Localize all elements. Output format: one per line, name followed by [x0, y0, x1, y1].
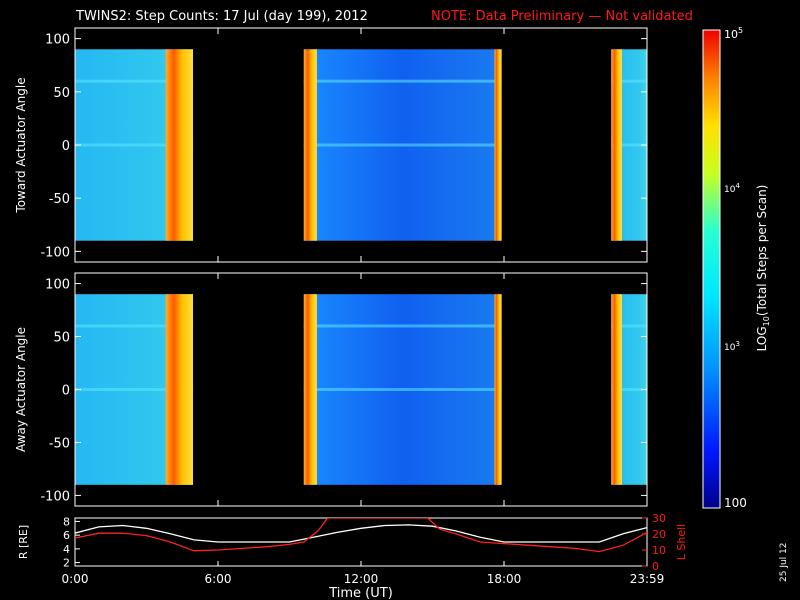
heatmap-stripe — [303, 143, 502, 147]
lshell-tick-label: 30 — [652, 512, 666, 525]
colorbar-tick-1e4: 104 — [724, 182, 740, 195]
lshell-tick-label: 0 — [652, 560, 659, 573]
heatmap-stripe — [611, 388, 647, 391]
y-tick-label: -100 — [40, 489, 70, 504]
colorbar-tick-100: 100 — [724, 496, 747, 510]
y-axis-label: Toward Actuator Angle — [14, 77, 28, 213]
r-tick-label: 2 — [63, 557, 70, 570]
heatmap-stripe — [611, 324, 647, 328]
colorbar-tick-1e5: 105 — [724, 26, 743, 41]
heatmap-bright-band — [165, 294, 193, 485]
date-stamp: 25 Jul 12 — [779, 543, 789, 583]
heatmap-bright-band — [494, 49, 502, 241]
colorbar-label: LOG10(Total Steps per Scan) — [755, 185, 771, 352]
heatmap-bright-band — [303, 49, 317, 241]
colorbar: 105 104 103 100 LOG10(Total Steps per Sc… — [702, 26, 771, 510]
y-tick-label: -50 — [49, 192, 70, 207]
x-axis-label: Time (UT) — [328, 586, 393, 600]
heatmap-stripe — [303, 79, 502, 83]
x-tick-label: 6:00 — [205, 572, 232, 586]
x-tick-label: 23:59 — [630, 572, 665, 586]
y-axis-label: Away Actuator Angle — [14, 327, 28, 452]
x-tick-label: 18:00 — [487, 572, 522, 586]
heatmap-stripe — [303, 324, 502, 328]
y-tick-label: -100 — [40, 245, 70, 260]
heatmap-bright-band — [494, 294, 502, 485]
toward-angle-panel: 100 50 0 -50 -100 Toward Actuator Angle — [14, 27, 648, 263]
r-distance-line — [75, 524, 647, 543]
heatmap-stripe — [75, 388, 193, 391]
heatmap-stripe — [303, 388, 502, 391]
chart-title: TWINS2: Step Counts: 17 Jul (day 199), 2… — [75, 9, 368, 24]
r-axis-label: R [RE] — [17, 525, 30, 559]
y-tick-label: 0 — [62, 139, 70, 154]
heatmap-stripe — [75, 324, 193, 328]
heatmap-bright-band — [165, 49, 193, 241]
heatmap-stripe — [75, 79, 193, 83]
heatmap-bright-band — [303, 294, 317, 485]
away-angle-panel: 100 50 0 -50 -100 Away Actuator Angle — [14, 272, 648, 507]
r-tick-label: 4 — [63, 543, 70, 556]
colorbar-tick-1e3: 103 — [724, 340, 740, 353]
heatmap-bright-band — [611, 294, 622, 485]
lshell-tick-label: 10 — [652, 544, 666, 557]
l-shell-line — [75, 518, 647, 553]
y-tick-label: -50 — [49, 436, 70, 451]
x-tick-label: 0:00 — [62, 572, 89, 586]
heatmap-bright-band — [611, 49, 622, 241]
y-tick-label: 50 — [53, 331, 70, 346]
colorbar-gradient — [702, 29, 721, 509]
preliminary-note: NOTE: Data Preliminary — Not validated — [431, 9, 693, 24]
lshell-axis-label: L Shell — [675, 524, 688, 560]
r-tick-label: 6 — [63, 529, 70, 542]
y-tick-label: 0 — [62, 384, 70, 399]
r-tick-label: 8 — [63, 515, 70, 528]
heatmap-stripe — [75, 143, 193, 147]
heatmap-stripe — [611, 79, 647, 83]
heatmap-stripe — [611, 143, 647, 147]
y-tick-label: 100 — [45, 33, 70, 48]
x-tick-label: 12:00 — [344, 572, 379, 586]
y-tick-label: 100 — [45, 278, 70, 293]
y-tick-label: 50 — [53, 86, 70, 101]
lshell-tick-label: 20 — [652, 528, 666, 541]
